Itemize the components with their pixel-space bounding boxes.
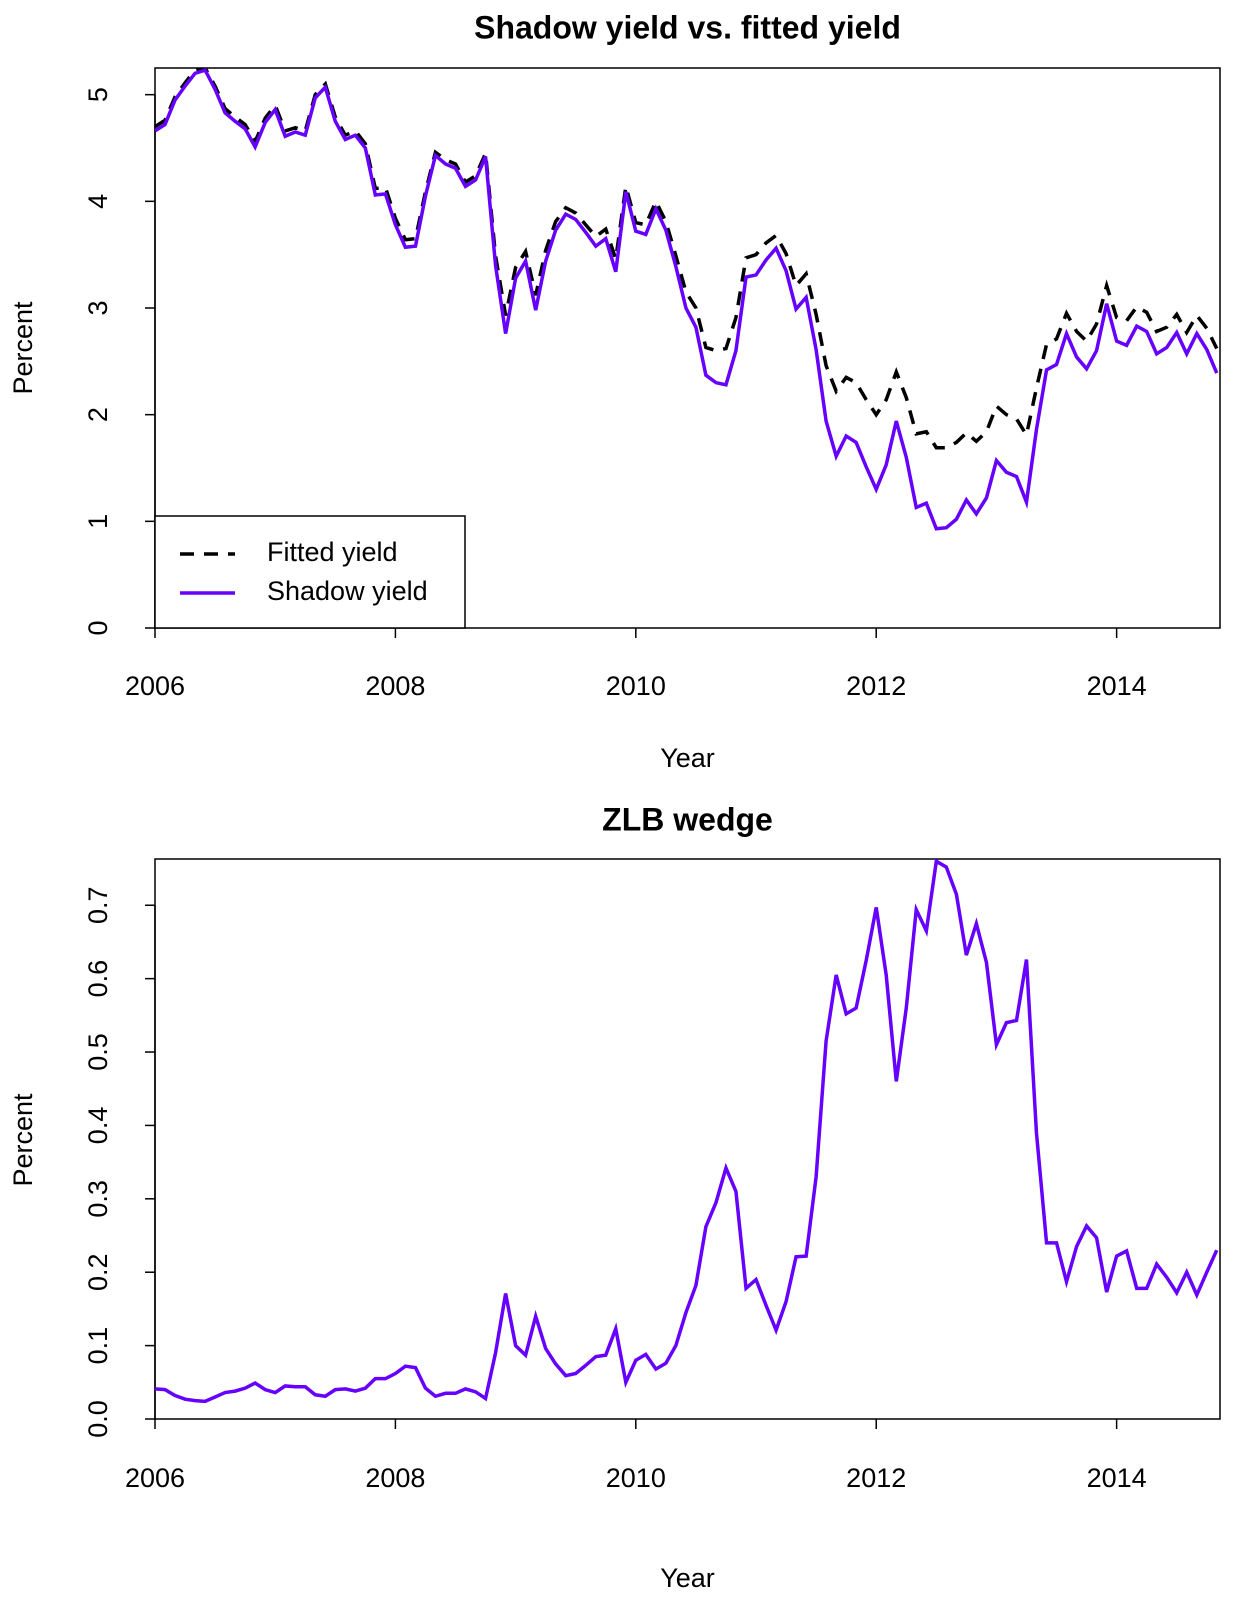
- y-tick-label: 0.7: [83, 886, 113, 924]
- y-tick-label: 2: [83, 407, 113, 422]
- legend-label: Shadow yield: [267, 576, 428, 606]
- y-tick-label: 0.1: [83, 1327, 113, 1365]
- series-line: [155, 68, 1219, 450]
- chart-panel: Shadow yield vs. fitted yield Year Percent…: [8, 9, 1221, 773]
- chart-panel: ZLB wedge Year Percent 2006 2008 2010 2012 2014…: [8, 801, 1221, 1593]
- x-tick-label: 2014: [1087, 1463, 1147, 1493]
- x-tick-label: 2010: [606, 671, 666, 701]
- y-tick-label: 0.0: [83, 1400, 113, 1438]
- y-tick-label: 0.6: [83, 960, 113, 998]
- y-axis-label: Percent: [8, 1093, 38, 1187]
- x-tick-label: 2006: [125, 1463, 185, 1493]
- y-tick-label: 1: [83, 514, 113, 529]
- y-tick-label: 0.4: [83, 1107, 113, 1145]
- x-axis-label: Year: [660, 1563, 715, 1593]
- x-tick-label: 2008: [365, 671, 425, 701]
- y-tick-label: 0.3: [83, 1180, 113, 1218]
- chart-title: Shadow yield vs. fitted yield: [474, 9, 901, 45]
- y-tick-label: 0.5: [83, 1033, 113, 1071]
- series-line: [155, 68, 1219, 531]
- x-axis-label: Year: [660, 743, 715, 773]
- plot-frame: [154, 858, 1221, 1420]
- legend-box: [154, 515, 466, 629]
- x-tick-label: 2008: [365, 1463, 425, 1493]
- x-tick-label: 2006: [125, 671, 185, 701]
- x-tick-label: 2012: [846, 1463, 906, 1493]
- chart-title: ZLB wedge: [602, 801, 773, 837]
- y-axis-label: Percent: [8, 301, 38, 395]
- y-tick-label: 0.2: [83, 1253, 113, 1291]
- x-tick-label: 2012: [846, 671, 906, 701]
- y-tick-label: 4: [83, 194, 113, 209]
- legend-label: Fitted yield: [267, 537, 398, 567]
- y-tick-label: 3: [83, 300, 113, 315]
- x-tick-label: 2014: [1087, 671, 1147, 701]
- y-tick-label: 0: [83, 620, 113, 635]
- series-line: [155, 859, 1219, 1404]
- x-tick-label: 2010: [606, 1463, 666, 1493]
- y-tick-label: 5: [83, 87, 113, 102]
